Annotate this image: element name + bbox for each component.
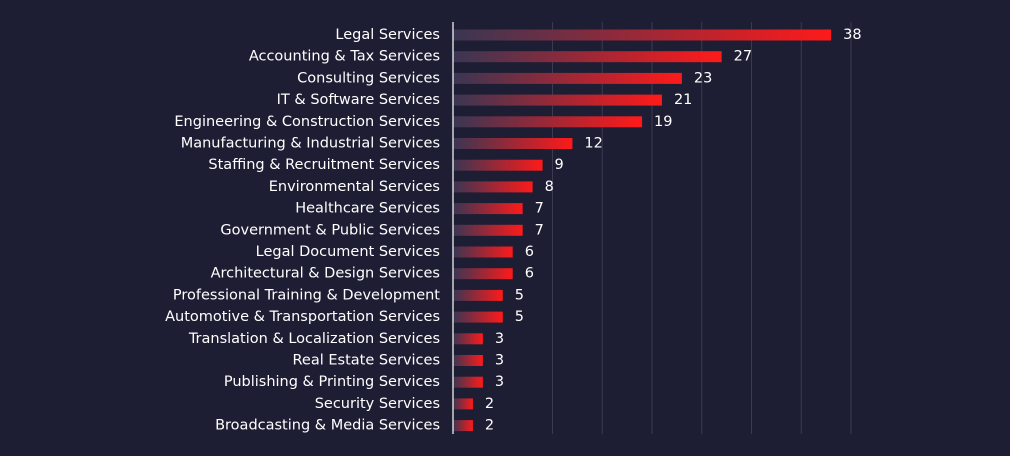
value-label: 5 <box>515 309 524 325</box>
category-label: Accounting & Tax Services <box>249 49 440 65</box>
category-label: Healthcare Services <box>295 201 440 217</box>
value-label: 27 <box>734 49 752 65</box>
bar <box>453 224 523 236</box>
bar <box>453 246 513 258</box>
value-label: 19 <box>654 114 672 130</box>
category-label: Legal Document Services <box>256 244 440 260</box>
value-label: 2 <box>485 396 494 412</box>
category-label: Legal Services <box>335 27 440 43</box>
category-label: Translation & Localization Services <box>188 331 440 347</box>
category-label: Environmental Services <box>269 179 440 195</box>
bar <box>453 398 473 410</box>
category-label: Manufacturing & Industrial Services <box>181 136 440 152</box>
bar <box>453 333 483 345</box>
value-label: 9 <box>555 157 564 173</box>
bar <box>453 29 832 41</box>
bar <box>453 203 523 215</box>
bar <box>453 94 662 106</box>
value-label: 6 <box>525 244 534 260</box>
value-label: 23 <box>694 70 712 86</box>
bar <box>453 72 682 84</box>
category-label: IT & Software Services <box>277 92 440 108</box>
category-label: Broadcasting & Media Services <box>215 418 440 434</box>
category-label: Security Services <box>315 396 440 412</box>
value-label: 3 <box>495 331 504 347</box>
category-label: Consulting Services <box>297 70 440 86</box>
category-label: Engineering & Construction Services <box>174 114 440 130</box>
value-label: 3 <box>495 374 504 390</box>
bar <box>453 51 722 63</box>
value-label: 5 <box>515 287 524 303</box>
bar <box>453 355 483 366</box>
bar <box>453 376 483 388</box>
category-labels: Legal Services Accounting & Tax Services C… <box>165 27 440 434</box>
value-label: 21 <box>674 92 692 108</box>
value-label: 7 <box>535 201 544 217</box>
category-label: Publishing & Printing Services <box>224 374 440 390</box>
bars <box>453 29 832 432</box>
category-label: Staffing & Recruitment Services <box>208 157 440 173</box>
bar <box>453 138 573 149</box>
value-label: 6 <box>525 266 534 282</box>
gridlines <box>552 22 852 434</box>
value-label: 3 <box>495 353 504 369</box>
bar <box>453 311 503 323</box>
bar <box>453 181 533 193</box>
bar <box>453 159 543 171</box>
value-label: 7 <box>535 222 544 238</box>
value-label: 2 <box>485 418 494 434</box>
category-label: Architectural & Design Services <box>211 266 440 282</box>
category-label: Real Estate Services <box>292 353 440 369</box>
value-label: 12 <box>584 136 602 152</box>
bar <box>453 116 643 128</box>
value-label: 8 <box>545 179 554 195</box>
bar <box>453 268 513 280</box>
value-label: 38 <box>843 27 861 43</box>
bar <box>453 289 503 301</box>
bar <box>453 420 473 432</box>
category-label: Professional Training & Development <box>173 287 440 303</box>
category-label: Government & Public Services <box>220 222 440 238</box>
category-label: Automotive & Transportation Services <box>165 309 440 325</box>
